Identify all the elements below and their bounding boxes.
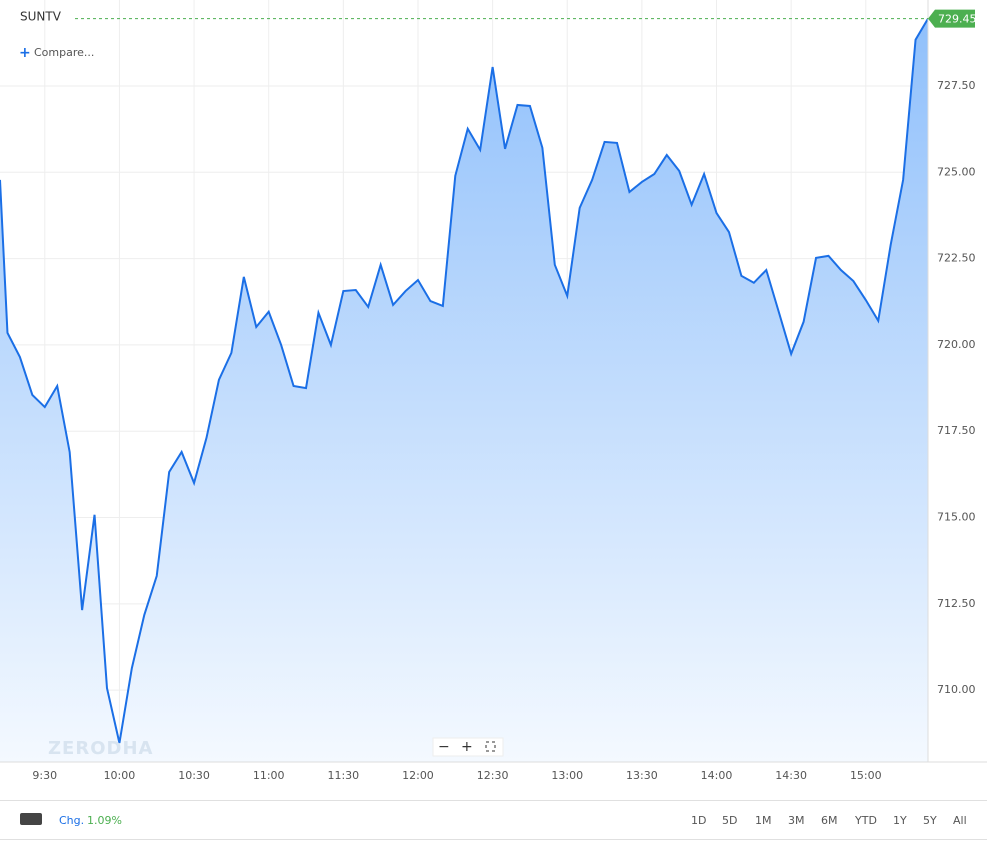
x-tick-label: 12:30 bbox=[477, 769, 509, 782]
range-button[interactable]: YTD bbox=[855, 814, 877, 827]
footer-bar: Chg. 1.09% 1D 5D 1M 3M 6M YTD 1Y 5Y All bbox=[0, 800, 987, 840]
last-price-label: 729.45 bbox=[938, 13, 977, 26]
watermark: ZERODHA bbox=[48, 738, 153, 759]
range-button[interactable]: 5Y bbox=[923, 814, 937, 827]
y-tick-label: 727.50 bbox=[937, 79, 976, 92]
y-tick-label: 712.50 bbox=[937, 597, 976, 610]
x-tick-label: 11:00 bbox=[253, 769, 285, 782]
x-tick-label: 9:30 bbox=[32, 769, 57, 782]
y-tick-label: 717.50 bbox=[937, 424, 976, 437]
fullscreen[interactable] bbox=[485, 741, 496, 752]
chart-title: SUNTV bbox=[20, 10, 62, 24]
chart: SUNTV + Compare... ZERODHA − + 710.00 712… bbox=[0, 0, 987, 782]
x-tick-label: 12:00 bbox=[402, 769, 434, 782]
change-value: 1.09% bbox=[87, 814, 122, 827]
x-tick-label: 10:30 bbox=[178, 769, 210, 782]
range-button[interactable]: 5D bbox=[722, 814, 738, 827]
x-tick-label: 10:00 bbox=[104, 769, 136, 782]
x-tick-label: 14:30 bbox=[775, 769, 807, 782]
range-button[interactable]: 1D bbox=[691, 814, 707, 827]
y-tick-label: 715.00 bbox=[937, 511, 976, 524]
price-line bbox=[0, 18, 929, 744]
range-button[interactable]: 6M bbox=[821, 814, 838, 827]
zoom-out[interactable]: − bbox=[438, 739, 450, 755]
x-tick-label: 15:00 bbox=[850, 769, 882, 782]
y-tick-label: 725.00 bbox=[937, 165, 976, 178]
y-tick-label: 720.00 bbox=[937, 338, 976, 351]
area-fill bbox=[0, 18, 928, 763]
x-tick-label: 14:00 bbox=[701, 769, 733, 782]
range-button[interactable]: 1Y bbox=[893, 814, 907, 827]
change-label: Chg. bbox=[59, 814, 85, 827]
last-price-tag bbox=[928, 9, 975, 28]
range-button[interactable]: All bbox=[953, 814, 967, 827]
compare-icon[interactable]: + bbox=[19, 45, 31, 61]
x-tick-label: 13:00 bbox=[551, 769, 583, 782]
range-button[interactable]: 1M bbox=[755, 814, 772, 827]
range-button[interactable]: 3M bbox=[788, 814, 805, 827]
zoom-controls bbox=[432, 737, 504, 757]
x-tick-label: 11:30 bbox=[327, 769, 359, 782]
x-tick-label: 13:30 bbox=[626, 769, 658, 782]
y-tick-label: 710.00 bbox=[937, 683, 976, 696]
keyboard-icon[interactable] bbox=[20, 813, 42, 825]
zoom-in[interactable]: + bbox=[461, 739, 473, 755]
y-tick-label: 722.50 bbox=[937, 252, 976, 265]
compare-button[interactable]: Compare... bbox=[34, 46, 94, 59]
